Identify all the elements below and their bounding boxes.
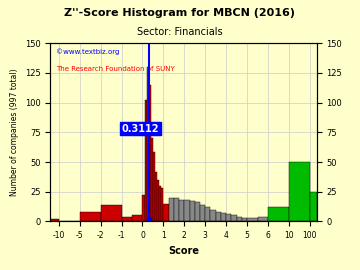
Bar [145,100,147,221]
Y-axis label: Number of companies (997 total): Number of companies (997 total) [10,69,19,196]
Bar [195,202,200,221]
Bar [147,67,149,221]
Bar [189,201,195,221]
Bar [132,215,143,221]
Text: Sector: Financials: Sector: Financials [137,27,223,37]
Bar [153,153,155,221]
Bar [80,212,100,221]
Bar [143,195,145,221]
Bar [242,218,247,221]
Bar [122,217,132,221]
Text: Z''-Score Histogram for MBCN (2016): Z''-Score Histogram for MBCN (2016) [64,8,296,18]
Text: 0.3112: 0.3112 [122,124,159,134]
Bar [159,186,161,221]
Bar [257,217,268,221]
Bar [100,205,122,221]
Bar [163,204,168,221]
Bar [221,213,226,221]
Bar [184,200,189,221]
Bar [205,207,211,221]
X-axis label: Score: Score [168,246,199,256]
Bar [200,205,205,221]
Bar [151,138,153,221]
Text: ©www.textbiz.org: ©www.textbiz.org [56,49,119,55]
Bar [231,215,237,221]
Bar [237,217,242,221]
Bar [155,171,157,221]
Text: The Research Foundation of SUNY: The Research Foundation of SUNY [56,66,175,72]
Bar [179,200,184,221]
Bar [289,162,310,221]
Bar [226,214,231,221]
Bar [174,198,179,221]
Bar [211,210,216,221]
Bar [157,180,159,221]
Bar [310,192,317,221]
Bar [149,85,151,221]
Bar [50,219,59,221]
Bar [161,188,163,221]
Bar [268,207,289,221]
Bar [168,198,174,221]
Bar [216,212,221,221]
Bar [247,218,257,221]
